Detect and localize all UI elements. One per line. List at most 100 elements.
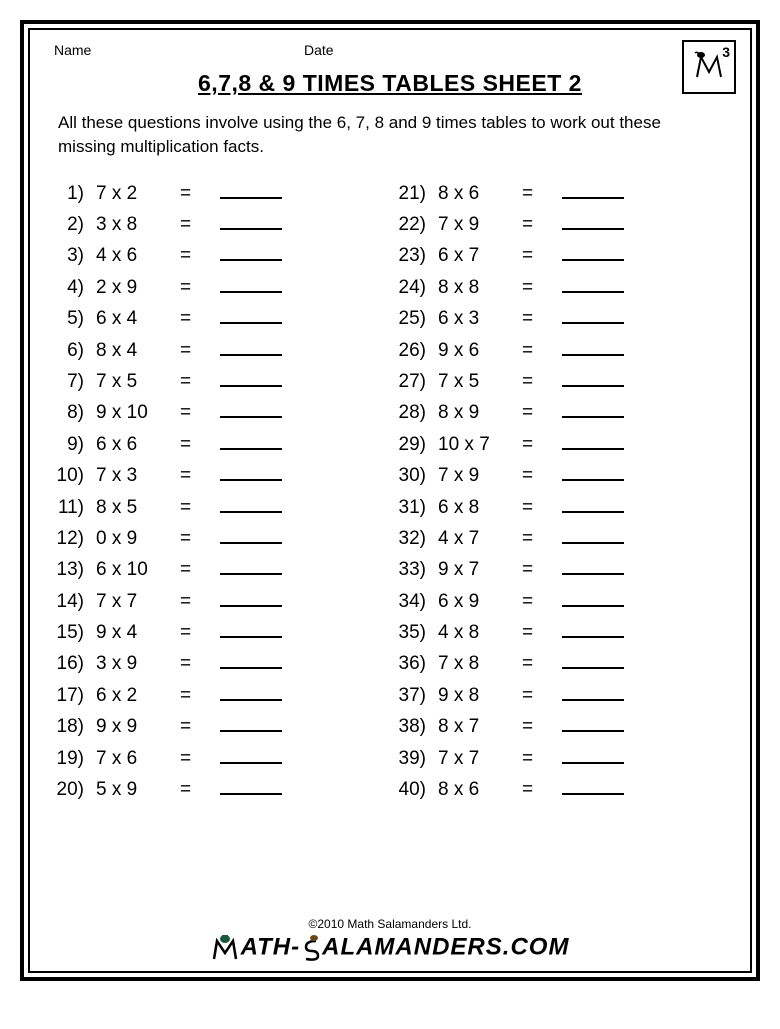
grade-number: 3 xyxy=(722,44,730,60)
worksheet-title: 6,7,8 & 9 TIMES TABLES SHEET 2 xyxy=(54,70,726,97)
question-row: 39)7 x 7= xyxy=(396,738,726,769)
question-row: 37)9 x 8= xyxy=(396,675,726,706)
answer-blank[interactable] xyxy=(562,522,624,544)
answer-blank[interactable] xyxy=(562,553,624,575)
questions-column-left: 1)7 x 2=2)3 x 8=3)4 x 6=4)2 x 9=5)6 x 4=… xyxy=(54,173,390,909)
answer-blank[interactable] xyxy=(562,742,624,764)
question-number: 16) xyxy=(54,648,96,679)
answer-blank[interactable] xyxy=(220,585,282,607)
answer-blank[interactable] xyxy=(220,742,282,764)
answer-blank[interactable] xyxy=(220,522,282,544)
question-expression: 6 x 9 xyxy=(438,586,522,617)
answer-blank[interactable] xyxy=(562,177,624,199)
question-row: 1)7 x 2= xyxy=(54,173,390,204)
answer-blank[interactable] xyxy=(562,271,624,293)
answer-blank[interactable] xyxy=(562,647,624,669)
equals-sign: = xyxy=(522,240,562,271)
answer-blank[interactable] xyxy=(562,710,624,732)
question-row: 3)4 x 6= xyxy=(54,235,390,266)
question-row: 9)6 x 6= xyxy=(54,424,390,455)
answer-blank[interactable] xyxy=(220,239,282,261)
equals-sign: = xyxy=(180,711,220,742)
answer-blank[interactable] xyxy=(220,302,282,324)
question-expression: 7 x 5 xyxy=(96,366,180,397)
copyright-text: ©2010 Math Salamanders Ltd. xyxy=(54,917,726,931)
equals-sign: = xyxy=(522,209,562,240)
question-number: 25) xyxy=(396,303,438,334)
question-expression: 2 x 9 xyxy=(96,272,180,303)
question-number: 33) xyxy=(396,554,438,585)
answer-blank[interactable] xyxy=(562,208,624,230)
answer-blank[interactable] xyxy=(562,585,624,607)
answer-blank[interactable] xyxy=(562,459,624,481)
question-row: 18)9 x 9= xyxy=(54,706,390,737)
answer-blank[interactable] xyxy=(220,459,282,481)
equals-sign: = xyxy=(522,178,562,209)
question-row: 27)7 x 5= xyxy=(396,361,726,392)
answer-blank[interactable] xyxy=(562,616,624,638)
question-number: 40) xyxy=(396,774,438,805)
question-expression: 9 x 6 xyxy=(438,335,522,366)
question-expression: 4 x 8 xyxy=(438,617,522,648)
answer-blank[interactable] xyxy=(562,365,624,387)
question-expression: 7 x 7 xyxy=(438,743,522,774)
answer-blank[interactable] xyxy=(220,396,282,418)
answer-blank[interactable] xyxy=(562,773,624,795)
answer-blank[interactable] xyxy=(562,428,624,450)
question-row: 14)7 x 7= xyxy=(54,581,390,612)
question-expression: 3 x 9 xyxy=(96,648,180,679)
equals-sign: = xyxy=(180,397,220,428)
answer-blank[interactable] xyxy=(220,365,282,387)
answer-blank[interactable] xyxy=(220,679,282,701)
question-row: 24)8 x 8= xyxy=(396,267,726,298)
question-row: 6)8 x 4= xyxy=(54,330,390,361)
question-number: 15) xyxy=(54,617,96,648)
question-number: 9) xyxy=(54,429,96,460)
question-number: 26) xyxy=(396,335,438,366)
answer-blank[interactable] xyxy=(562,334,624,356)
answer-blank[interactable] xyxy=(220,177,282,199)
question-expression: 6 x 7 xyxy=(438,240,522,271)
question-expression: 9 x 7 xyxy=(438,554,522,585)
answer-blank[interactable] xyxy=(562,239,624,261)
answer-blank[interactable] xyxy=(220,334,282,356)
name-label: Name xyxy=(54,42,304,58)
equals-sign: = xyxy=(180,335,220,366)
equals-sign: = xyxy=(522,774,562,805)
answer-blank[interactable] xyxy=(220,491,282,513)
question-expression: 6 x 2 xyxy=(96,680,180,711)
answer-blank[interactable] xyxy=(562,491,624,513)
question-expression: 7 x 3 xyxy=(96,460,180,491)
question-row: 19)7 x 6= xyxy=(54,738,390,769)
question-row: 8)9 x 10= xyxy=(54,392,390,423)
answer-blank[interactable] xyxy=(562,396,624,418)
answer-blank[interactable] xyxy=(562,679,624,701)
question-expression: 8 x 6 xyxy=(438,774,522,805)
question-number: 1) xyxy=(54,178,96,209)
equals-sign: = xyxy=(180,492,220,523)
answer-blank[interactable] xyxy=(220,428,282,450)
question-expression: 6 x 3 xyxy=(438,303,522,334)
answer-blank[interactable] xyxy=(220,710,282,732)
answer-blank[interactable] xyxy=(220,208,282,230)
equals-sign: = xyxy=(522,335,562,366)
equals-sign: = xyxy=(522,492,562,523)
s-salamander-icon xyxy=(300,933,322,963)
question-number: 14) xyxy=(54,586,96,617)
question-row: 30)7 x 9= xyxy=(396,455,726,486)
answer-blank[interactable] xyxy=(220,271,282,293)
page-border-outer: Name Date 3 6,7,8 & 9 TIMES TABLES SHEET… xyxy=(20,20,760,981)
equals-sign: = xyxy=(180,240,220,271)
equals-sign: = xyxy=(180,209,220,240)
answer-blank[interactable] xyxy=(562,302,624,324)
equals-sign: = xyxy=(180,554,220,585)
equals-sign: = xyxy=(180,648,220,679)
answer-blank[interactable] xyxy=(220,647,282,669)
question-expression: 7 x 9 xyxy=(438,209,522,240)
question-number: 31) xyxy=(396,492,438,523)
answer-blank[interactable] xyxy=(220,553,282,575)
answer-blank[interactable] xyxy=(220,773,282,795)
equals-sign: = xyxy=(522,648,562,679)
answer-blank[interactable] xyxy=(220,616,282,638)
question-number: 19) xyxy=(54,743,96,774)
